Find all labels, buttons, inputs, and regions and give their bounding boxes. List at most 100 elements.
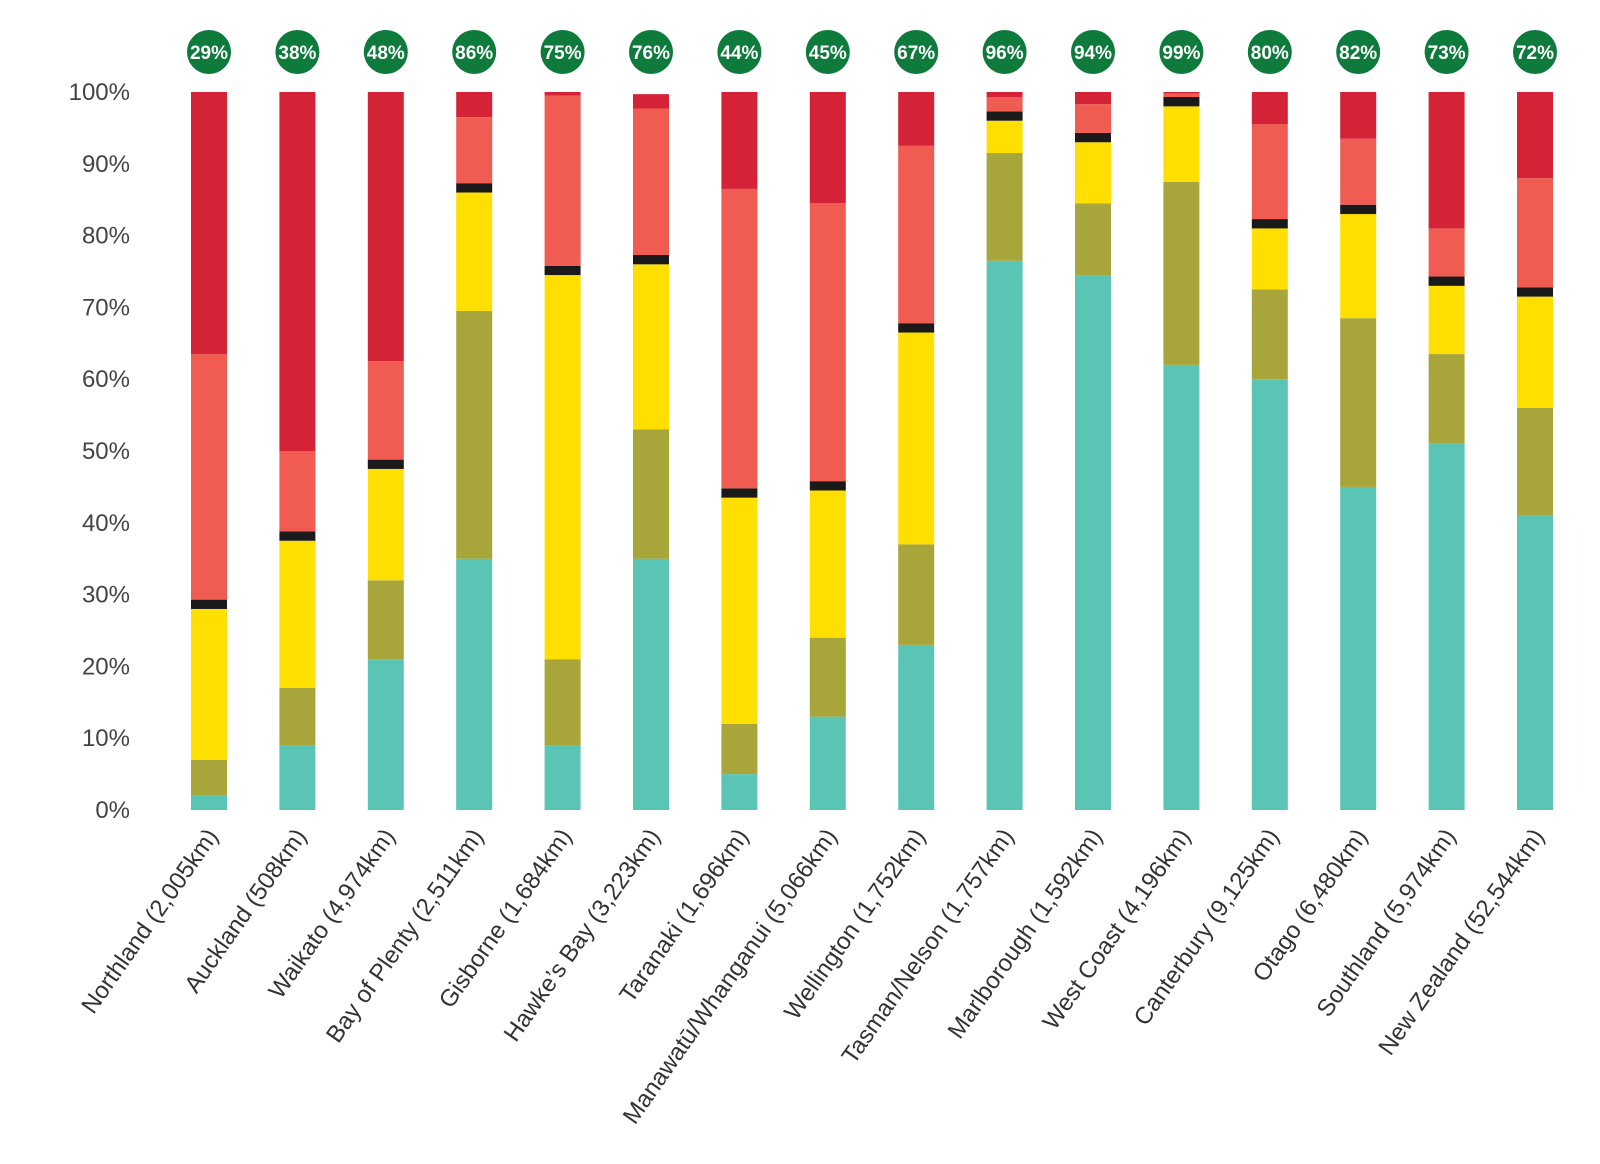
bar-segment-black <box>721 488 758 498</box>
bar-segment-black <box>809 481 846 491</box>
badge-circle <box>540 30 585 74</box>
y-tick-label: 0% <box>95 797 130 824</box>
badge-circle <box>1159 30 1204 74</box>
badge-circle <box>629 30 673 74</box>
bar-segment-olive <box>544 659 581 746</box>
bar-segment-black <box>544 265 581 276</box>
bar-segment-red <box>898 92 935 146</box>
bar-segment-olive <box>279 687 316 746</box>
bar-segment-salmon <box>279 451 316 532</box>
bar-segment-olive <box>456 310 493 559</box>
bar-segment-teal <box>1340 486 1377 810</box>
bars <box>191 92 1553 811</box>
bar-segment-red <box>367 92 404 362</box>
bar-segment-yellow <box>1428 285 1465 355</box>
bar-segment-black <box>1075 132 1111 143</box>
bar-segment-teal <box>898 644 935 810</box>
bar-segment-black <box>986 111 1023 121</box>
bar-segment-red <box>1075 92 1111 105</box>
badge-circle <box>1071 30 1115 74</box>
bar-segment-teal <box>1075 275 1111 811</box>
percentage-badges: 29% 38% 48% 86% 75% 76% 44% 45% 67% 96% 94% 99% 80% 8… <box>187 30 1557 74</box>
bar-segment-olive <box>1428 354 1465 444</box>
badge-label: 94% <box>1074 43 1112 64</box>
bar-segment-teal <box>1251 379 1288 810</box>
bar-segment-salmon <box>191 354 227 600</box>
bar-segment-red <box>986 92 1023 98</box>
bar-segment-teal <box>191 795 227 810</box>
bar-segment-red <box>456 92 493 118</box>
bar-segment-olive <box>1251 289 1288 380</box>
bar-segment-black <box>191 599 227 609</box>
bar-segment-black <box>456 183 493 193</box>
bar-segment-olive <box>191 759 227 796</box>
bar-segment-olive <box>898 544 935 645</box>
bar-segment-red <box>1163 92 1200 94</box>
bar-segment-yellow <box>1075 142 1111 204</box>
bar-segment-salmon <box>721 188 758 489</box>
bar-segment-teal <box>279 745 316 810</box>
badge-circle <box>805 30 850 74</box>
bar-segment-teal <box>986 260 1023 811</box>
y-tick-label: 80% <box>82 223 130 250</box>
bar-segment-black <box>1428 276 1465 286</box>
bar-segment-olive <box>367 580 404 660</box>
bar-segment-salmon <box>456 117 493 184</box>
bar-segment-black <box>1517 287 1553 297</box>
bar-segment-olive <box>1340 318 1377 487</box>
x-tick-label: Marlborough (1,592km) <box>943 824 1108 1044</box>
bar-segment-salmon <box>1340 138 1377 205</box>
bar-segment-salmon <box>633 108 669 255</box>
badge-label: 80% <box>1251 43 1289 64</box>
badge-circle <box>717 30 762 74</box>
bar-segment-olive <box>633 429 669 559</box>
badge-circle <box>1424 30 1469 74</box>
bar-segment-salmon <box>1163 93 1200 98</box>
badge-label: 29% <box>190 43 228 64</box>
bar-segment-yellow <box>1517 296 1553 408</box>
bar-segment-yellow <box>1251 228 1288 290</box>
bar-segment-yellow <box>1340 214 1377 319</box>
bar-segment-teal <box>456 558 493 810</box>
bar-segment-yellow <box>898 332 935 545</box>
bar-segment-salmon <box>809 203 846 482</box>
badge-label: 96% <box>986 43 1024 64</box>
badge-circle <box>1247 30 1292 74</box>
bar-segment-red <box>721 92 758 189</box>
x-tick-label: Bay of Plenty (2,511km) <box>321 824 489 1048</box>
y-tick-label: 60% <box>82 366 130 393</box>
x-tick-label: New Zealand (52,544km) <box>1373 824 1550 1060</box>
bar-segment-salmon <box>544 95 581 266</box>
bar-segment-red <box>1517 92 1553 179</box>
badge-label: 73% <box>1428 43 1466 64</box>
bar-segment-black <box>279 531 316 541</box>
bar-segment-red <box>633 94 669 109</box>
badge-label: 76% <box>632 43 670 64</box>
bar-segment-salmon <box>1251 124 1288 220</box>
bar-segment-teal <box>1163 364 1200 810</box>
bar-segment-teal <box>721 774 758 810</box>
bar-segment-yellow <box>544 275 581 660</box>
bar-segment-yellow <box>633 264 669 430</box>
x-tick-label: West Coast (4,196km) <box>1038 824 1197 1035</box>
badge-label: 86% <box>455 43 493 64</box>
bar-segment-olive <box>809 637 846 717</box>
bar-segment-black <box>898 323 935 333</box>
bar-segment-yellow <box>191 608 227 760</box>
badge-label: 67% <box>897 43 935 64</box>
bar-segment-yellow <box>367 468 404 581</box>
bar-segment-salmon <box>898 145 935 324</box>
x-tick-label: Hawke’s Bay (3,223km) <box>499 824 666 1047</box>
badge-circle <box>187 30 231 74</box>
badge-circle <box>363 30 408 74</box>
bar-segment-salmon <box>1517 178 1553 288</box>
y-tick-label: 40% <box>82 510 130 537</box>
y-tick-label: 90% <box>82 151 130 178</box>
bar-segment-red <box>279 92 316 451</box>
bar-segment-black <box>1251 219 1288 229</box>
bar-segment-salmon <box>367 361 404 460</box>
y-tick-label: 20% <box>82 653 130 680</box>
bar-segment-salmon <box>1428 228 1465 277</box>
bar-segment-black <box>367 459 404 469</box>
bar-segment-yellow <box>986 120 1023 154</box>
